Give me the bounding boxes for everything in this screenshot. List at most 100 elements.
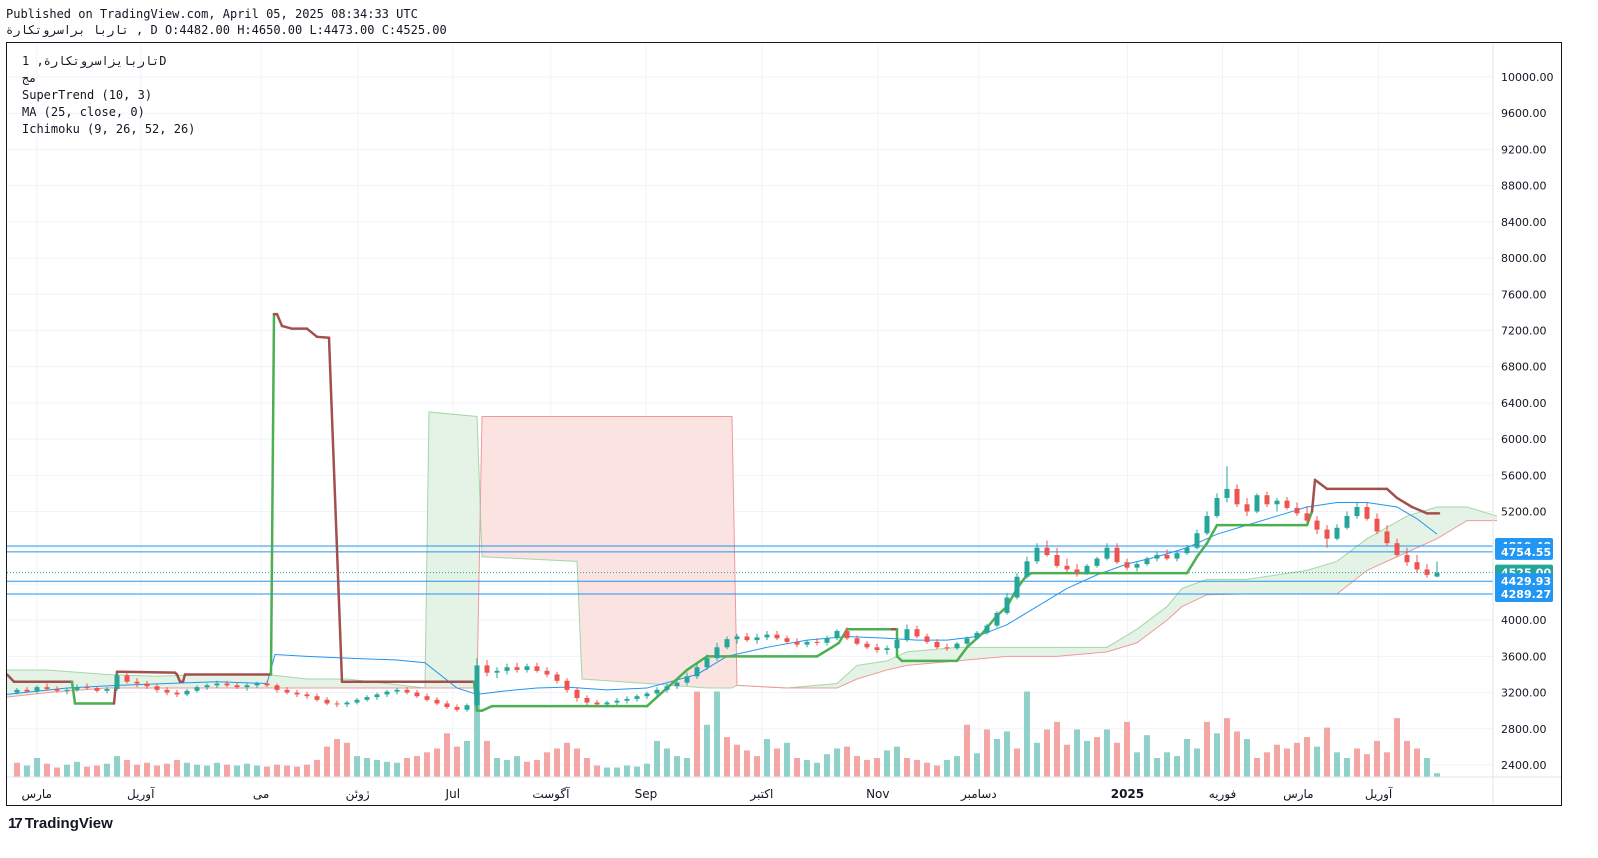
candle [934,639,940,650]
candle-body [1234,488,1240,505]
candle [1234,484,1240,507]
time-tick-label: فوریه [1209,787,1237,802]
candle [64,688,70,695]
legend-ichimoku[interactable]: Ichimoku (9, 26, 52, 26) [22,122,196,136]
candle-body [714,647,720,659]
volume-bar [614,767,620,777]
candle [104,687,110,694]
legend-ma[interactable]: MA (25, close, 0) [22,105,145,119]
candle-body [774,634,780,639]
price-badge-label: 4289.27 [1501,588,1551,601]
candle-body [814,641,820,643]
candle-body [624,698,630,701]
price-tick-label: 6000.00 [1501,433,1547,446]
volume-bar [834,748,840,777]
supertrend-segment [830,641,841,649]
candle [624,696,630,704]
candle [414,689,420,699]
candle-body [1054,554,1060,566]
volume-bar [324,746,330,777]
volume-bar [344,742,350,777]
candle [1184,545,1190,555]
legend-symbol[interactable]: تاربایزاسروتکارة, 1D [22,54,167,68]
volume-bar [984,729,990,777]
price-badge: 4429.93 [1495,573,1553,590]
candle [134,678,140,688]
published-header: Published on TradingView.com, April 05, … [6,7,418,21]
candle-body [34,687,40,692]
candle [954,641,960,651]
candle [314,693,320,702]
candle [574,687,580,702]
volume-bar [634,766,640,777]
candle [734,633,740,644]
candle-body [724,639,730,648]
candle-body [1224,488,1230,498]
supertrend-segment [480,704,494,712]
volume-bar [354,756,360,777]
cloud-segment [1467,507,1497,521]
candle-body [574,689,580,699]
candle-body [1264,495,1270,505]
candle [1414,554,1420,574]
price-axis: 2400.002800.003200.003600.004000.004400.… [1501,71,1554,772]
volume-bar [944,759,950,777]
volume-bar [1014,748,1020,777]
candle [264,680,270,688]
volume-bar [654,740,660,777]
volume-bar [824,754,830,777]
candle-body [1164,554,1170,559]
candle [194,685,200,693]
volume-bar [1064,744,1070,777]
candle-body [284,689,290,693]
volume-bar [684,758,690,777]
legend-supertrend[interactable]: SuperTrend (10, 3) [22,88,153,102]
candle-body [1114,547,1120,563]
candle [474,658,480,708]
candle-body [14,689,20,693]
candle-body [954,643,960,649]
volume-bar [564,742,570,777]
candle-body [794,641,800,645]
tradingview-brand[interactable]: 17 TradingView [8,815,113,832]
volume-bar [554,748,560,777]
candle-body [404,689,410,693]
price-tick-label: 3600.00 [1501,650,1547,663]
candle-body [594,702,600,705]
supertrend-segment [7,673,16,683]
candle-body [664,686,670,690]
volume-bars [14,691,1440,777]
chart-svg[interactable]: 2400.002800.003200.003600.004000.004400.… [7,43,1561,805]
volume-bar [934,765,940,777]
candle [1144,556,1150,566]
volume-bar [1174,756,1180,777]
candle [654,687,660,697]
candle-body [824,638,830,643]
supertrend-segment [70,680,77,705]
candle-body [554,674,560,681]
volume-bar [1104,729,1110,777]
time-tick-label: آگوست [532,786,570,802]
candle [854,635,860,646]
candle-body [264,683,270,686]
candle [284,687,290,695]
candle-body [394,689,400,692]
volume-bar [1074,729,1080,777]
candle-body [334,703,340,705]
volume-bar [224,764,230,777]
volume-bar [204,765,210,777]
cloud-segment [887,651,907,670]
candle [1374,513,1380,535]
candle [664,683,670,693]
volume-bar [14,762,20,777]
candle-body [44,687,50,689]
volume-bar [174,759,180,777]
candle-body [1104,547,1110,559]
volume-bar [1404,740,1410,777]
candle [1404,547,1410,566]
volume-bar [1144,735,1150,777]
candle [1194,529,1200,550]
candle [234,682,240,689]
candle-body [274,685,280,690]
cloud-segment [1057,647,1107,657]
